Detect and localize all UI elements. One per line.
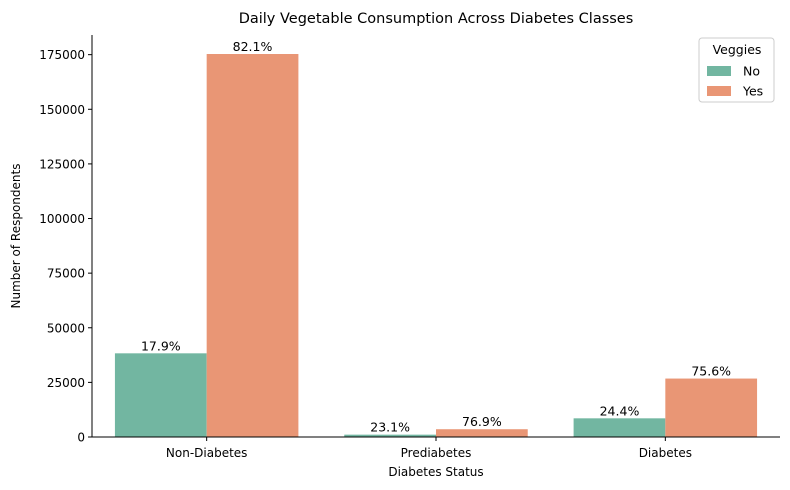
y-tick-label: 25000 — [47, 376, 85, 390]
y-axis-label: Number of Respondents — [9, 164, 23, 309]
y-tick-label: 50000 — [47, 321, 85, 335]
x-tick-label: Diabetes — [639, 446, 692, 460]
legend-title: Veggies — [713, 42, 762, 57]
chart-title: Daily Vegetable Consumption Across Diabe… — [239, 11, 634, 27]
y-tick-label: 0 — [77, 431, 85, 445]
legend-swatch-no — [707, 66, 731, 76]
legend: Veggies No Yes — [698, 37, 775, 103]
legend-swatch-yes — [707, 86, 731, 96]
bar-no-prediabetes — [344, 434, 436, 437]
data-label: 17.9% — [141, 338, 181, 353]
y-tick-label: 150000 — [39, 103, 85, 117]
bar-yes-diabetes — [665, 378, 758, 437]
y-tick-label: 125000 — [39, 157, 85, 171]
x-tick-label: Non-Diabetes — [166, 446, 248, 460]
y-tick-label: 75000 — [47, 267, 85, 281]
data-label: 82.1% — [233, 39, 273, 54]
data-label: 24.4% — [600, 403, 640, 418]
y-tick-label: 100000 — [39, 212, 85, 226]
legend-label-yes: Yes — [742, 84, 763, 99]
bar-no-diabetes — [573, 418, 666, 437]
plot-area: 17.9% 23.1% 24.4% 82.1% 76.9% 75.6% 0 25000 5000… — [39, 35, 780, 460]
legend-label-no: No — [743, 64, 760, 79]
bar-yes-non-diabetes — [206, 54, 299, 437]
x-tick-label: Prediabetes — [401, 446, 472, 460]
bar-yes-prediabetes — [436, 429, 528, 437]
data-label: 76.9% — [462, 414, 502, 429]
bar-no-non-diabetes — [114, 353, 207, 437]
x-axis-label: Diabetes Status — [388, 465, 483, 479]
data-label: 23.1% — [370, 420, 410, 435]
data-label: 75.6% — [691, 364, 731, 379]
y-tick-label: 175000 — [39, 48, 85, 62]
